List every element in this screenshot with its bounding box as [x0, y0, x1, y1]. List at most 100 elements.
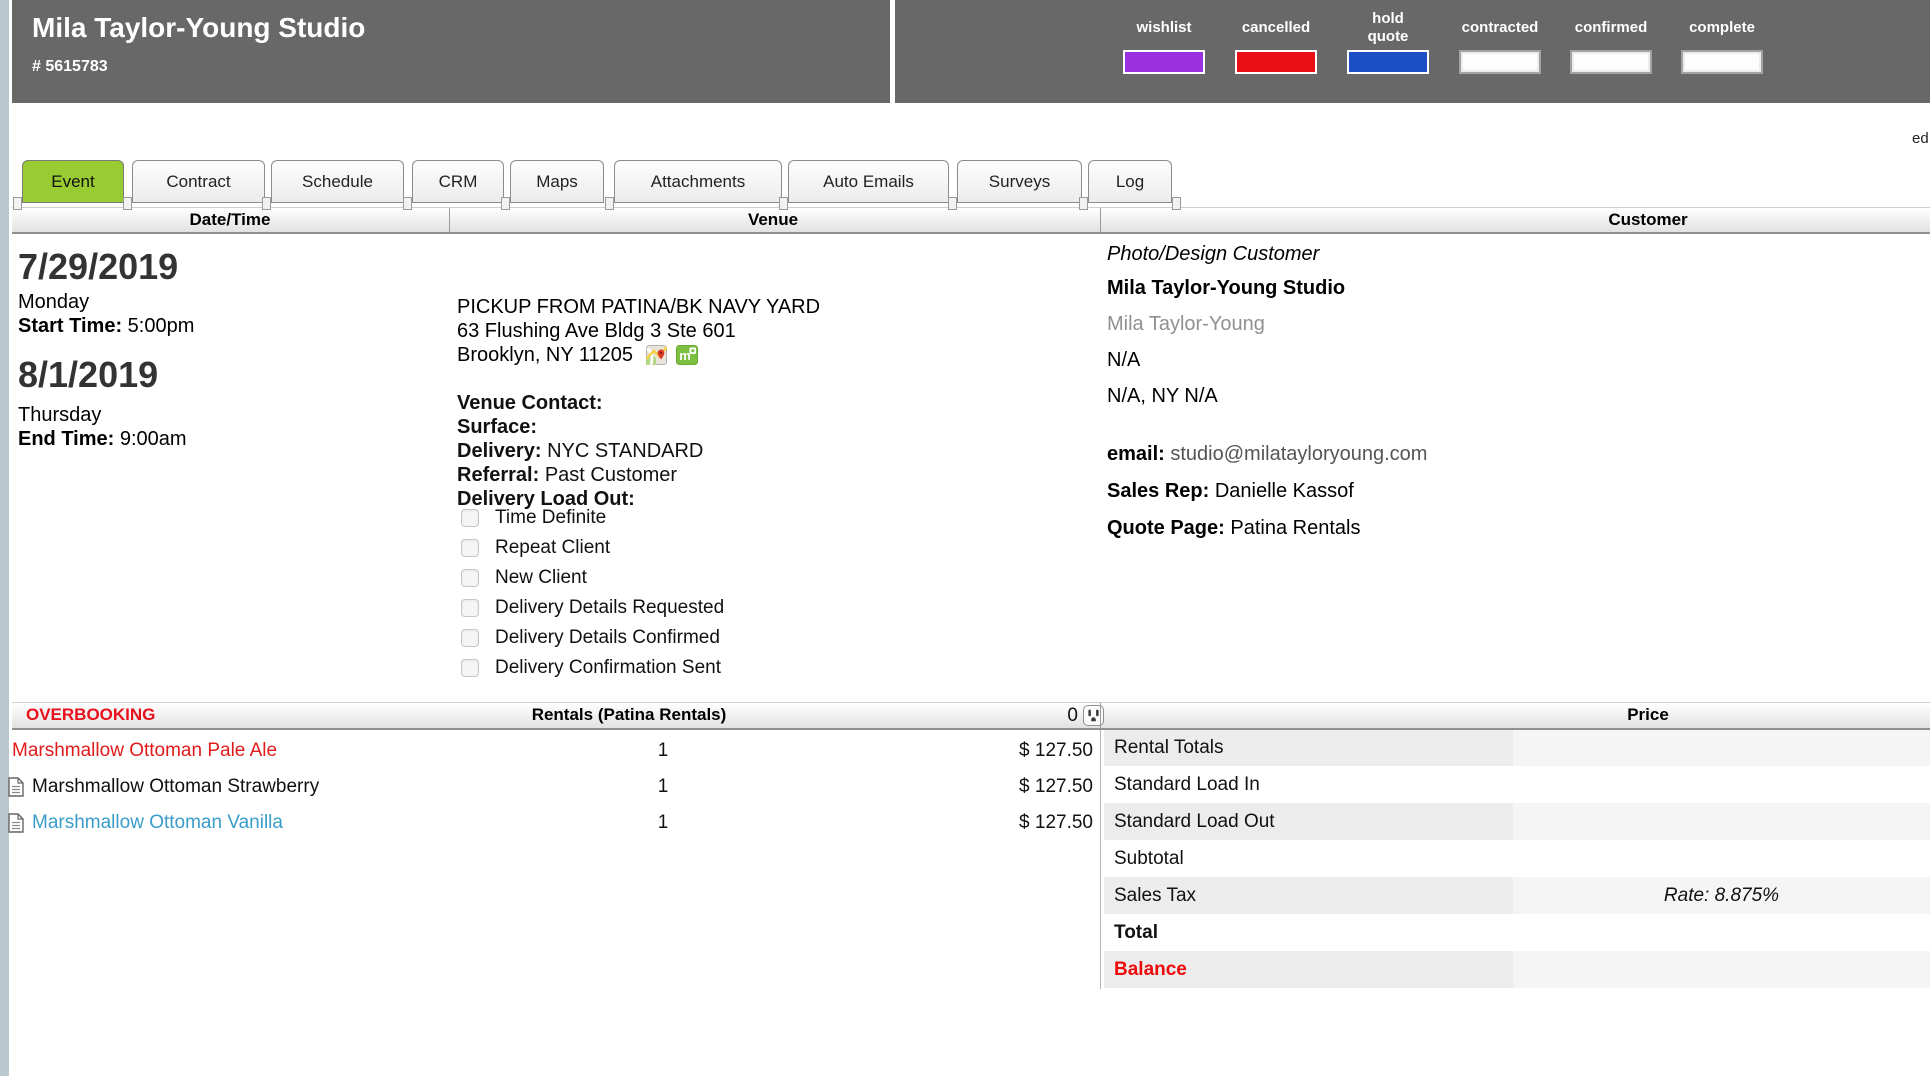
- checkbox-label: Delivery Details Requested: [495, 597, 725, 618]
- legend-label: complete: [1689, 19, 1755, 36]
- price-row-label-total: Total: [1114, 922, 1158, 943]
- item-price: $ 127.50: [1019, 776, 1093, 797]
- checkbox-delivery-details-requested[interactable]: [461, 599, 479, 617]
- quote-page-label: Quote Page:: [1107, 517, 1225, 539]
- rental-item-name[interactable]: Marshmallow Ottoman Pale Ale: [12, 736, 277, 766]
- checkbox-repeat-client[interactable]: [461, 539, 479, 557]
- section-title-venue: Venue: [747, 210, 799, 229]
- field-value: Past Customer: [544, 464, 678, 486]
- legend-item-contracted: contracted: [1444, 6, 1556, 74]
- mapquest-icon[interactable]: m: [676, 345, 699, 371]
- page-left-strip: [0, 0, 9, 1076]
- svg-text:m: m: [679, 348, 691, 363]
- tab-log[interactable]: Log: [1079, 160, 1181, 210]
- venue-field-delivery: Delivery: NYC STANDARD: [457, 439, 703, 463]
- checkbox-delivery-confirmation-sent[interactable]: [461, 659, 479, 677]
- legend-swatch: [1681, 50, 1763, 74]
- sales-rep-value: Danielle Kassof: [1214, 480, 1354, 502]
- start-time-value: 5:00pm: [127, 315, 195, 337]
- field-label: Delivery Load Out:: [457, 488, 635, 510]
- price-row-label-standard-load-out: Standard Load Out: [1104, 803, 1513, 840]
- checkbox-row-new-client: New Client: [461, 563, 724, 593]
- legend-swatch: [1459, 50, 1541, 74]
- price-row-value: [1513, 840, 1930, 877]
- column-divider: [1100, 703, 1101, 728]
- price-row-value: [1513, 766, 1930, 803]
- rentals-title: Rentals (Patina Rentals): [531, 705, 727, 724]
- price-row-value: [1513, 951, 1930, 988]
- venue-field-referral: Referral: Past Customer: [457, 463, 703, 487]
- header-title-block: Mila Taylor-Young Studio # 5615783: [12, 0, 890, 103]
- checkbox-row-delivery-details-confirmed: Delivery Details Confirmed: [461, 623, 724, 653]
- venue-field-venue-contact: Venue Contact:: [457, 391, 703, 415]
- checkbox-row-delivery-details-requested: Delivery Details Requested: [461, 593, 724, 623]
- venue-address2-line: Brooklyn, NY 11205 m: [457, 344, 699, 371]
- start-time-label: Start Time:: [18, 315, 123, 337]
- item-quantity: 1: [657, 740, 669, 761]
- legend-item-complete: complete: [1666, 6, 1778, 74]
- field-label: Surface:: [457, 416, 538, 438]
- price-row-value: [1513, 803, 1930, 840]
- document-icon[interactable]: [8, 813, 24, 833]
- price-row-label-balance: Balance: [1104, 951, 1513, 988]
- checkbox-row-time-definite: Time Definite: [461, 503, 724, 533]
- legend-swatch: [1235, 50, 1317, 74]
- outlet-count: 0: [1067, 705, 1078, 726]
- tab-crm[interactable]: CRM: [403, 160, 504, 210]
- tab-maps[interactable]: Maps: [501, 160, 604, 210]
- edit-link[interactable]: ed: [1912, 130, 1929, 147]
- rentals-header-bar: OVERBOOKING Rentals (Patina Rentals) 0 P…: [12, 702, 1930, 730]
- legend-item-confirmed: confirmed: [1555, 6, 1667, 74]
- start-time-line: Start Time: 5:00pm: [18, 315, 194, 338]
- legend-item-wishlist: wishlist: [1108, 6, 1220, 74]
- tab-schedule[interactable]: Schedule: [262, 160, 404, 210]
- tab-event[interactable]: Event: [13, 160, 124, 210]
- page-title: Mila Taylor-Young Studio: [32, 12, 366, 43]
- end-time-line: End Time: 9:00am: [18, 428, 187, 451]
- item-label: Marshmallow Ottoman Strawberry: [32, 776, 320, 797]
- venue-field-delivery-load-out: Delivery Load Out:: [457, 487, 703, 511]
- tab-surveys[interactable]: Surveys: [948, 160, 1082, 210]
- item-quantity: 1: [657, 812, 669, 833]
- tab-auto-emails[interactable]: Auto Emails: [779, 160, 949, 210]
- price-row-label-rental-totals: Rental Totals: [1104, 729, 1513, 766]
- section-title-customer: Customer: [1608, 210, 1688, 229]
- price-row-label-standard-load-in: Standard Load In: [1114, 774, 1260, 795]
- email-label: email:: [1107, 443, 1165, 465]
- legend-label: hold quote: [1367, 10, 1409, 45]
- tab-contract[interactable]: Contract: [123, 160, 265, 210]
- checkbox-label: New Client: [495, 567, 587, 588]
- customer-address1: N/A: [1107, 349, 1141, 371]
- item-price: $ 127.50: [1019, 740, 1093, 761]
- sales-rep-line: Sales Rep: Danielle Kassof: [1107, 480, 1354, 503]
- checkbox-delivery-details-confirmed[interactable]: [461, 629, 479, 647]
- tab-attachments[interactable]: Attachments: [605, 160, 782, 210]
- venue-address1: 63 Flushing Ave Bldg 3 Ste 601: [457, 320, 736, 342]
- field-label: Venue Contact:: [457, 392, 603, 414]
- venue-address2: Brooklyn, NY 11205: [457, 344, 634, 366]
- legend-label: contracted: [1461, 19, 1539, 36]
- venue-name: PICKUP FROM PATINA/BK NAVY YARD: [457, 296, 821, 318]
- customer-company: Mila Taylor-Young Studio: [1107, 277, 1346, 299]
- power-outlet-icon: [1083, 705, 1104, 731]
- legend-item-hold-quote: hold quote: [1332, 6, 1444, 74]
- column-divider: [1100, 208, 1101, 232]
- rental-item-row: Marshmallow Ottoman Vanilla 1 $ 127.50: [0, 808, 1100, 838]
- customer-type: Photo/Design Customer: [1107, 243, 1320, 265]
- price-row-value: Rate: 8.875%: [1513, 877, 1930, 914]
- google-maps-icon[interactable]: [644, 345, 668, 371]
- checkbox-time-definite[interactable]: [461, 509, 479, 527]
- checkbox-label: Delivery Details Confirmed: [495, 627, 720, 648]
- rental-item-name[interactable]: Marshmallow Ottoman Vanilla: [8, 808, 283, 838]
- legend-swatch: [1347, 50, 1429, 74]
- document-icon[interactable]: [8, 777, 24, 797]
- end-time-value: 9:00am: [119, 428, 187, 450]
- field-value: NYC STANDARD: [547, 440, 704, 462]
- legend-label: cancelled: [1241, 19, 1311, 36]
- rental-item-name: Marshmallow Ottoman Strawberry: [8, 772, 320, 802]
- checkbox-new-client[interactable]: [461, 569, 479, 587]
- section-title-datetime: Date/Time: [189, 210, 271, 229]
- venue-field-surface: Surface:: [457, 415, 703, 439]
- price-title: Price: [1627, 705, 1669, 724]
